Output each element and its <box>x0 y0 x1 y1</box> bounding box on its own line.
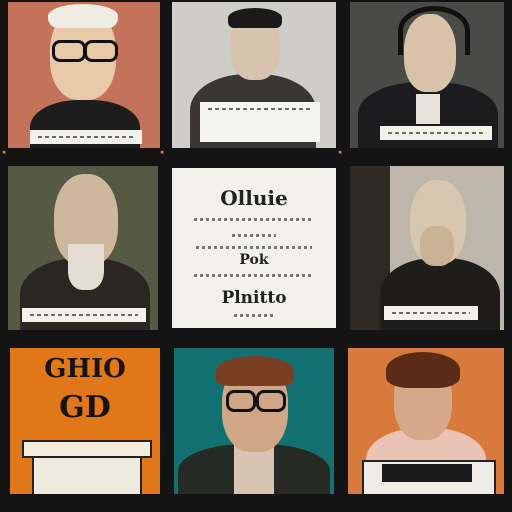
caption-strip <box>384 306 478 320</box>
glasses-icon <box>52 40 86 62</box>
hair <box>216 356 294 386</box>
caption-strip <box>380 126 492 140</box>
tile-portrait-8 <box>174 348 334 494</box>
caption-strip <box>22 308 146 322</box>
document-footer-word: Plnitto <box>221 288 287 308</box>
headphones-icon <box>398 6 470 55</box>
document-line <box>234 314 274 317</box>
tile-portrait-2 <box>172 2 336 148</box>
document-line <box>232 234 276 237</box>
tile-portrait-9 <box>348 348 504 494</box>
document-line <box>194 274 314 277</box>
glasses-icon <box>84 40 118 62</box>
tile-document: Olluie Pok Plnitto <box>172 168 336 328</box>
tile-number: ▪ <box>160 148 165 156</box>
tile-portrait-1 <box>8 2 160 148</box>
hair <box>386 352 460 388</box>
document-heading: Olluie <box>220 186 288 210</box>
poster-top-text: GHIO <box>44 354 126 384</box>
beard <box>68 244 104 290</box>
hair <box>48 4 118 28</box>
tile-portrait-3 <box>350 2 504 148</box>
glasses-icon <box>256 390 286 412</box>
tile-portrait-4 <box>8 166 158 330</box>
hand <box>420 226 454 266</box>
collar <box>234 444 274 494</box>
shirt <box>416 94 440 124</box>
poster-bottom-text: GD <box>59 390 111 425</box>
tile-poster: GHIO GD <box>10 348 160 494</box>
poster-panel <box>32 456 142 494</box>
tile-number: ▪ <box>2 148 7 156</box>
caption-strip <box>30 130 142 144</box>
screen <box>382 464 472 482</box>
hair <box>228 8 282 28</box>
document-middle-word: Pok <box>239 252 269 268</box>
sign-board <box>200 102 320 142</box>
document-line <box>194 218 314 221</box>
glasses-icon <box>226 390 256 412</box>
document-line <box>196 246 312 249</box>
tile-number: ▪ <box>338 148 343 156</box>
tile-portrait-6 <box>350 166 504 330</box>
